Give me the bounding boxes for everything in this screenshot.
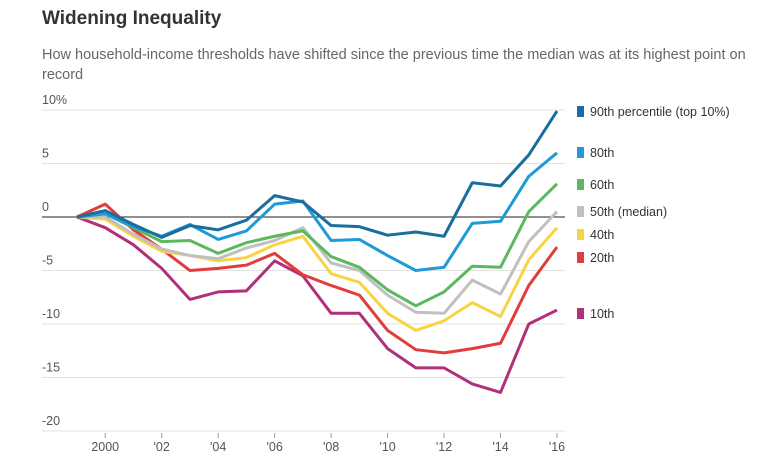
- series-line: [76, 182, 559, 308]
- y-tick-label: 0: [42, 200, 49, 214]
- legend-swatch: [577, 106, 584, 117]
- legend-swatch: [577, 179, 584, 190]
- legend-swatch: [577, 308, 584, 319]
- legend-label: 60th: [590, 178, 614, 192]
- y-tick-label: 5: [42, 147, 49, 161]
- x-tick-label: '10: [379, 440, 395, 454]
- legend-label: 40th: [590, 228, 614, 242]
- chart-title: Widening Inequality: [42, 8, 222, 29]
- legend-label: 50th (median): [590, 205, 667, 219]
- legend-label: 90th percentile (top 10%): [590, 105, 730, 119]
- x-tick-label: '16: [549, 440, 565, 454]
- legend-label: 80th: [590, 146, 614, 160]
- legend-swatch: [577, 206, 584, 217]
- x-tick-label: '06: [266, 440, 282, 454]
- x-tick-label: '12: [436, 440, 452, 454]
- chart-subtitle: How household-income thresholds have shi…: [42, 47, 746, 83]
- x-tick-label: '04: [210, 440, 226, 454]
- x-tick-label: 2000: [91, 440, 119, 454]
- series-line: [76, 202, 559, 355]
- series-line: [77, 210, 559, 315]
- legend-label: 20th: [590, 251, 614, 265]
- x-tick-label: '08: [323, 440, 339, 454]
- y-tick-label: -20: [42, 414, 60, 428]
- y-tick-label: -15: [42, 361, 60, 375]
- series-line: [76, 215, 558, 394]
- series-line: [76, 110, 559, 239]
- series-line: [76, 215, 559, 332]
- y-tick-label: -10: [42, 307, 60, 321]
- legend-swatch: [577, 252, 584, 263]
- legend-swatch: [577, 229, 584, 240]
- legend-label: 10th: [590, 307, 614, 321]
- x-tick-label: '14: [492, 440, 508, 454]
- legend-swatch: [577, 147, 584, 158]
- x-tick-label: '02: [154, 440, 170, 454]
- y-tick-label: 10%: [42, 93, 67, 107]
- y-tick-label: -5: [42, 254, 53, 268]
